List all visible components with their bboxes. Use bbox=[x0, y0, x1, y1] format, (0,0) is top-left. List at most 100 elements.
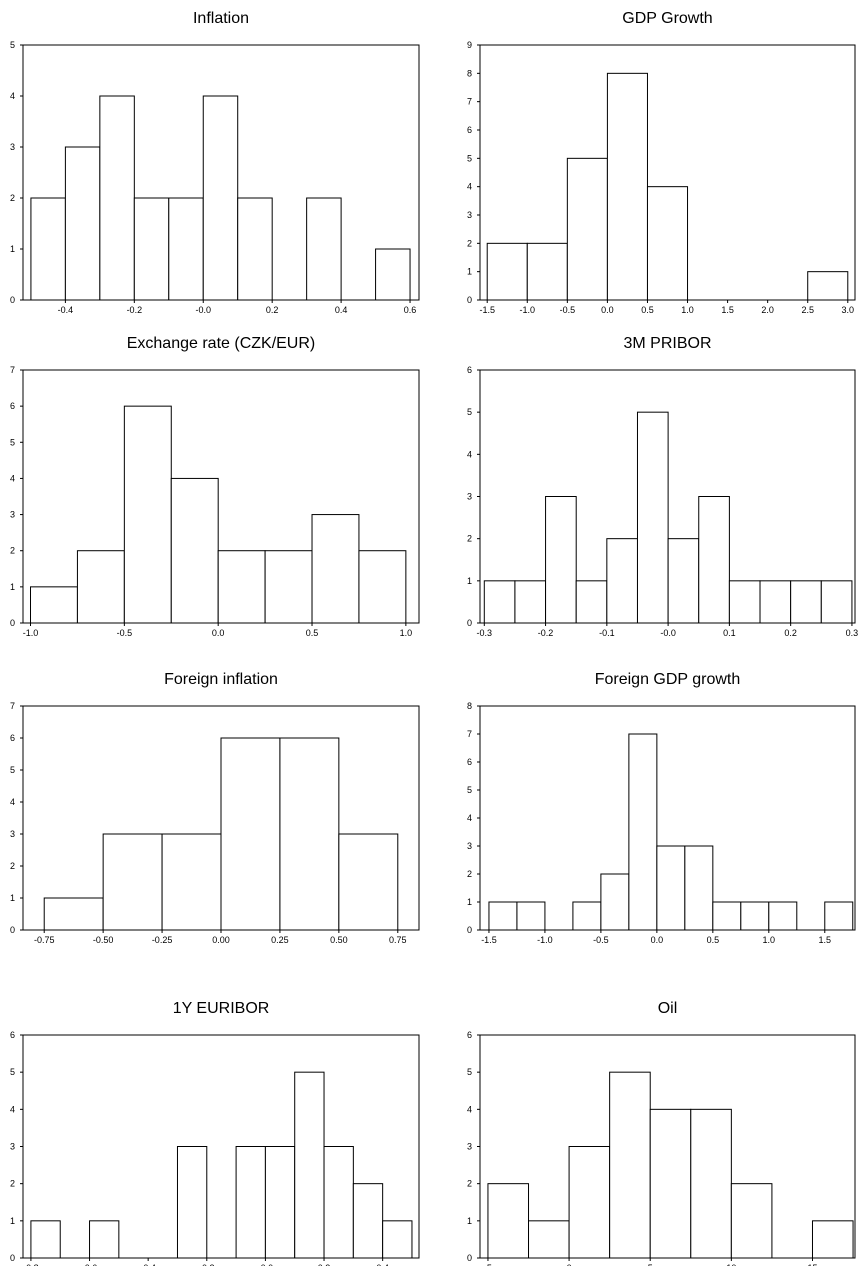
x-tick-label: -0.25 bbox=[152, 935, 173, 945]
bar bbox=[311, 514, 360, 624]
y-tick-label: 6 bbox=[467, 757, 472, 767]
y-tick-label: 1 bbox=[10, 1216, 15, 1226]
y-tick-label: 0 bbox=[10, 1253, 15, 1263]
x-tick-label: -0.4 bbox=[58, 305, 74, 315]
y-tick-label: 3 bbox=[10, 142, 15, 152]
bar bbox=[628, 733, 658, 931]
histogram-panel: Inflation 0 1 2 3 4 5 -0.4 -0.2 -0.0 0.2 0.4 0.6 bbox=[10, 10, 420, 315]
histogram-panel: GDP Growth 0 1 2 3 4 5 6 7 8 9 -1.5 -1.0 -0.5 0.0 0.5 1.… bbox=[467, 10, 856, 315]
y-tick-label: 7 bbox=[10, 365, 15, 375]
bar bbox=[526, 242, 568, 301]
bar bbox=[568, 1146, 611, 1259]
y-tick-label: 4 bbox=[10, 1104, 15, 1114]
chart-title: Exchange rate (CZK/EUR) bbox=[127, 335, 316, 352]
y-tick-label: 1 bbox=[467, 897, 472, 907]
histogram-panel: Foreign inflation 0 1 2 3 4 5 6 7 -0.75 -0.50 -0.25… bbox=[10, 671, 420, 945]
y-tick-label: 4 bbox=[467, 813, 472, 823]
bar bbox=[375, 248, 411, 301]
bar bbox=[170, 477, 219, 624]
x-tick-label: -0.0 bbox=[195, 305, 211, 315]
bar bbox=[168, 197, 204, 301]
chart-title: GDP Growth bbox=[622, 10, 712, 27]
bar bbox=[811, 1220, 854, 1259]
y-tick-label: 2 bbox=[467, 869, 472, 879]
histogram-panel: Exchange rate (CZK/EUR) 0 1 2 3 4 5 6 7 -1.0 -0.5 0… bbox=[10, 335, 420, 638]
y-tick-label: 0 bbox=[10, 295, 15, 305]
x-tick-label: -0.8 bbox=[23, 1263, 39, 1266]
x-tick-label: 0.4 bbox=[335, 305, 348, 315]
bar bbox=[358, 550, 407, 624]
x-tick-label: -0.50 bbox=[93, 935, 114, 945]
bar bbox=[545, 496, 577, 624]
x-tick-label: 0.00 bbox=[212, 935, 230, 945]
x-tick-label: 1.0 bbox=[763, 935, 776, 945]
x-tick-label: 0.4 bbox=[376, 1263, 389, 1266]
x-tick-label: 0.5 bbox=[641, 305, 654, 315]
y-tick-label: 0 bbox=[467, 1253, 472, 1263]
y-tick-label: 1 bbox=[10, 893, 15, 903]
x-tick-label: 10 bbox=[726, 1263, 736, 1266]
bar bbox=[698, 496, 730, 624]
bar bbox=[123, 405, 172, 624]
y-tick-label: 3 bbox=[467, 492, 472, 502]
x-tick-label: -0.75 bbox=[34, 935, 55, 945]
bar bbox=[483, 580, 516, 624]
y-tick-label: 3 bbox=[467, 841, 472, 851]
y-tick-label: 5 bbox=[467, 1067, 472, 1077]
y-tick-label: 4 bbox=[10, 91, 15, 101]
x-tick-label: 0.0 bbox=[212, 628, 225, 638]
bar bbox=[824, 901, 854, 931]
bar bbox=[790, 580, 822, 624]
x-tick-label: -0.2 bbox=[199, 1263, 215, 1266]
bar bbox=[575, 580, 608, 624]
x-tick-label: 0.25 bbox=[271, 935, 289, 945]
bar bbox=[338, 833, 399, 931]
bar bbox=[740, 901, 770, 931]
x-tick-label: 0.3 bbox=[846, 628, 859, 638]
x-tick-label: -5 bbox=[484, 1263, 492, 1266]
bar bbox=[264, 550, 313, 624]
bar bbox=[306, 197, 342, 301]
y-tick-label: 6 bbox=[467, 1030, 472, 1040]
x-tick-label: 0.50 bbox=[330, 935, 348, 945]
bar bbox=[294, 1071, 325, 1259]
y-tick-label: 5 bbox=[467, 407, 472, 417]
chart-title: Oil bbox=[658, 1000, 678, 1017]
y-tick-label: 1 bbox=[10, 244, 15, 254]
y-tick-label: 1 bbox=[10, 582, 15, 592]
y-tick-label: 3 bbox=[10, 510, 15, 520]
bar bbox=[646, 186, 689, 301]
x-tick-label: 15 bbox=[807, 1263, 817, 1266]
bar bbox=[217, 550, 266, 624]
bar bbox=[609, 1071, 651, 1259]
x-tick-label: -0.5 bbox=[560, 305, 576, 315]
y-tick-label: 4 bbox=[10, 797, 15, 807]
y-tick-label: 5 bbox=[467, 785, 472, 795]
x-tick-label: -0.5 bbox=[593, 935, 609, 945]
y-tick-label: 2 bbox=[10, 1179, 15, 1189]
y-tick-label: 4 bbox=[467, 449, 472, 459]
y-tick-label: 3 bbox=[467, 1142, 472, 1152]
x-tick-label: -0.4 bbox=[140, 1263, 156, 1266]
x-tick-label: 0.2 bbox=[318, 1263, 331, 1266]
y-tick-label: 5 bbox=[467, 153, 472, 163]
x-tick-label: 0.0 bbox=[651, 935, 664, 945]
y-tick-label: 0 bbox=[10, 925, 15, 935]
bar bbox=[636, 411, 669, 624]
chart-title: Foreign inflation bbox=[164, 671, 278, 688]
bar bbox=[323, 1146, 354, 1259]
y-tick-label: 0 bbox=[10, 618, 15, 628]
bar bbox=[352, 1183, 384, 1259]
y-tick-label: 1 bbox=[467, 576, 472, 586]
histogram-panel: 3M PRIBOR 0 1 2 3 4 5 6 -0.3 -0.2 -0.1 -0.0 0.1 0.2 0.… bbox=[467, 335, 858, 638]
bar bbox=[820, 580, 853, 624]
histogram-panel: Foreign GDP growth 0 1 2 3 4 5 6 7 8 -1.5 -1.0 -0.5 0… bbox=[467, 671, 856, 945]
x-tick-label: -1.0 bbox=[23, 628, 39, 638]
y-tick-label: 4 bbox=[467, 182, 472, 192]
x-tick-label: -0.0 bbox=[660, 628, 676, 638]
bar bbox=[102, 833, 163, 931]
bar bbox=[30, 1220, 61, 1259]
y-tick-label: 2 bbox=[10, 546, 15, 556]
bar bbox=[382, 1220, 413, 1259]
